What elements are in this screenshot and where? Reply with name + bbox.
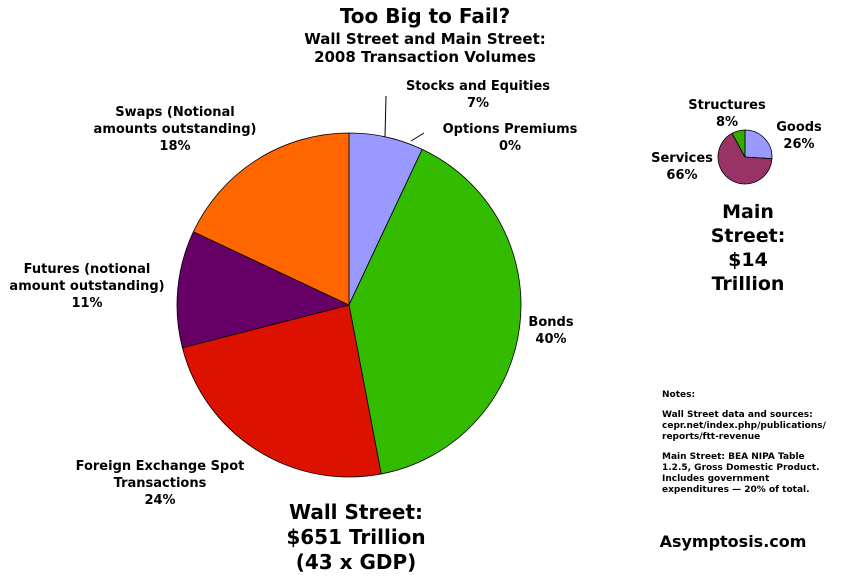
note: Main Street: BEA NIPA Table 1.2.5, Gross…	[662, 452, 820, 495]
note: Notes:	[662, 390, 696, 400]
percent-label: 26%	[783, 137, 815, 152]
slice-label: Services 66%	[651, 150, 713, 184]
slice-label: Structures 8%	[688, 97, 765, 131]
percent-label: 8%	[715, 115, 739, 130]
category-name: Services	[651, 151, 713, 166]
slice-label: Futures (notional amount outstanding) 11%	[9, 261, 164, 312]
pie-slice	[181, 304, 382, 478]
title: Too Big to Fail?	[339, 4, 511, 28]
pie-slice	[744, 129, 773, 160]
note: Wall Street data and sources: cepr.net/i…	[662, 410, 826, 442]
percent-label: 66%	[666, 168, 698, 183]
percent-label: 18%	[159, 139, 191, 154]
pie-slice	[348, 148, 522, 475]
pie-slice	[192, 132, 350, 306]
leader-line	[410, 132, 425, 142]
slice-label: Goods 26%	[776, 119, 822, 153]
percent-label: 0%	[498, 139, 522, 154]
pie-slice	[176, 231, 351, 349]
slice-label: Bonds 40%	[528, 314, 573, 348]
notes: Notes: Wall Street data and sources: cepr…	[662, 390, 826, 505]
slice-label: Options Premiums 0%	[443, 121, 578, 155]
leader-line	[384, 95, 387, 138]
category-name: Options Premiums	[442, 122, 578, 137]
caption: Main Street: $14 Trillion	[710, 201, 786, 295]
percent-label: 40%	[535, 332, 567, 347]
category-name: Futures (notional amount outstanding)	[9, 262, 165, 294]
credit: Asymptosis.com	[659, 532, 807, 551]
slice-label: Swaps (Notional amounts outstanding) 18%	[94, 104, 257, 155]
percent-label: 24%	[144, 493, 176, 508]
category-name: Stocks and Equities	[405, 79, 551, 94]
percent-label: 11%	[71, 296, 103, 311]
category-name: Bonds	[528, 315, 574, 330]
pie-slice	[731, 129, 746, 158]
category-name: Goods	[776, 120, 822, 135]
category-name: Swaps (Notional amounts outstanding)	[93, 105, 257, 137]
caption: Wall Street: $651 Trillion (43 x GDP)	[286, 500, 426, 574]
percent-label: 7%	[466, 96, 490, 111]
slice-label: Stocks and Equities 7%	[406, 78, 550, 112]
subtitle: Wall Street and Main Street: 2008 Transa…	[304, 30, 546, 66]
category-name: Foreign Exchange Spot Transactions	[75, 459, 245, 491]
pie-slice	[717, 132, 773, 185]
category-name: Structures	[688, 98, 766, 113]
slice-label: Foreign Exchange Spot Transactions 24%	[76, 458, 245, 509]
